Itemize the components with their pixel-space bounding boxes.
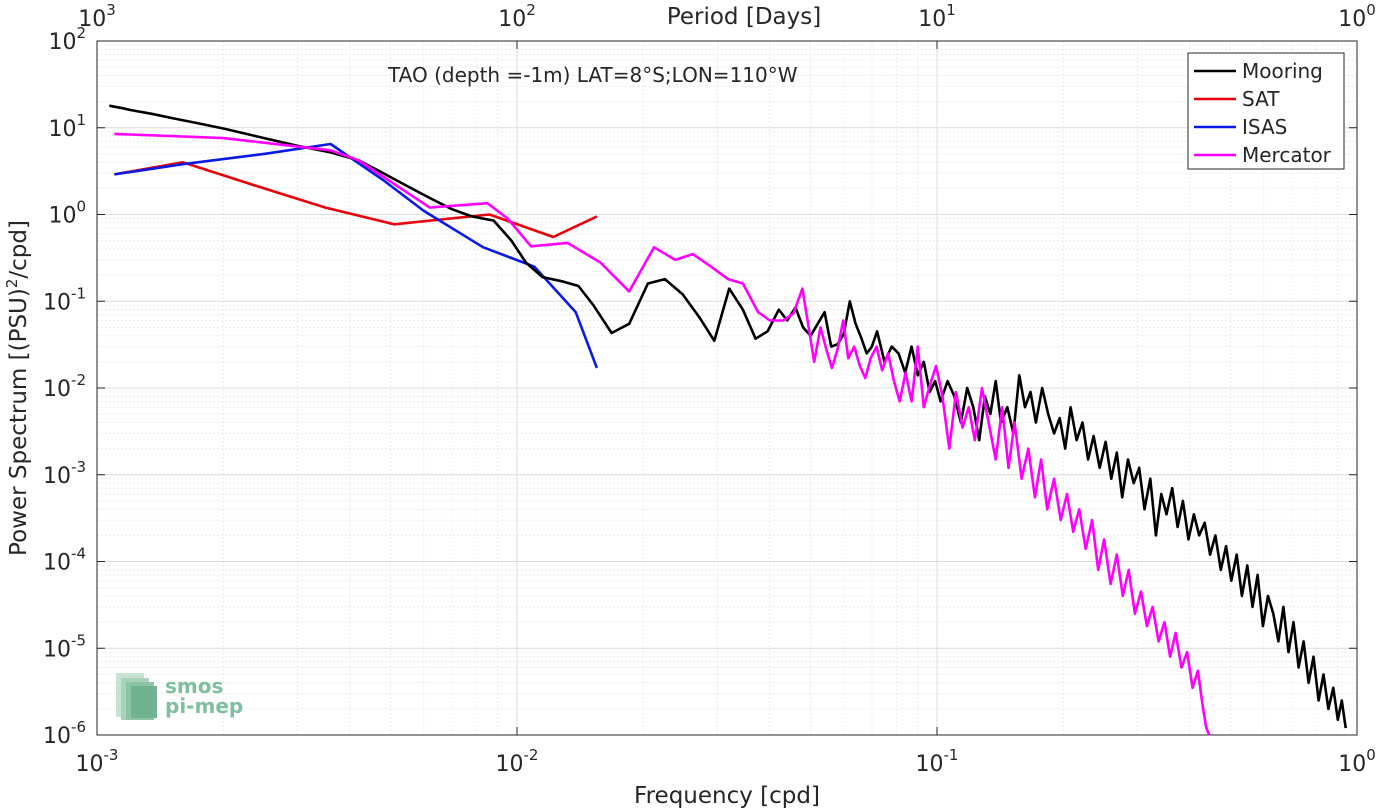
y-tick-label: 10-3 <box>43 458 86 489</box>
grid <box>96 40 1358 736</box>
top-tick-label: 103 <box>78 1 116 32</box>
y-tick-label: 10-4 <box>43 545 86 576</box>
y-tick-label: 101 <box>48 111 86 142</box>
x-tick-label: 10-3 <box>76 746 119 777</box>
y-tick-label: 102 <box>48 24 86 55</box>
y-tick-label: 10-2 <box>43 371 86 402</box>
legend-label-mooring: Mooring <box>1242 59 1323 83</box>
smos-pi-mep-logo: smos pi-mep <box>116 673 243 720</box>
legend: Mooring SAT ISAS Mercator <box>1187 52 1345 170</box>
y-tick-label: 10-6 <box>43 718 86 749</box>
logo-text-pi-mep: pi-mep <box>165 694 243 718</box>
logo-mark-icon <box>116 673 157 720</box>
y-axis-title: Power Spectrum [(PSU)2/cpd] <box>3 220 32 556</box>
legend-label-isas: ISAS <box>1242 115 1287 139</box>
y-tick-label: 10-5 <box>43 631 86 662</box>
legend-box <box>1187 52 1345 170</box>
data-series <box>109 104 1347 736</box>
top-tick-label: 100 <box>1338 1 1376 32</box>
chart-annotation: TAO (depth =-1m) LAT=8°S;LON=110°W <box>387 63 798 87</box>
top-axis-title: Period [Days] <box>667 4 821 30</box>
x-tick-label: 100 <box>1338 746 1376 777</box>
legend-label-mercator: Mercator <box>1242 143 1332 167</box>
logo-text-smos: smos <box>165 674 223 698</box>
x-tick-label: 10-2 <box>496 746 539 777</box>
top-tick-label: 102 <box>498 1 536 32</box>
series-line-mercator <box>114 132 1211 736</box>
x-tick-label: 10-1 <box>916 746 959 777</box>
y-tick-label: 10-1 <box>43 284 86 315</box>
series-line-isas <box>114 142 599 369</box>
top-tick-label: 101 <box>918 1 956 32</box>
series-line-sat <box>114 161 598 239</box>
x-axis-title: Frequency [cpd] <box>634 783 820 809</box>
y-tick-label: 100 <box>48 198 86 229</box>
legend-label-sat: SAT <box>1242 87 1280 111</box>
